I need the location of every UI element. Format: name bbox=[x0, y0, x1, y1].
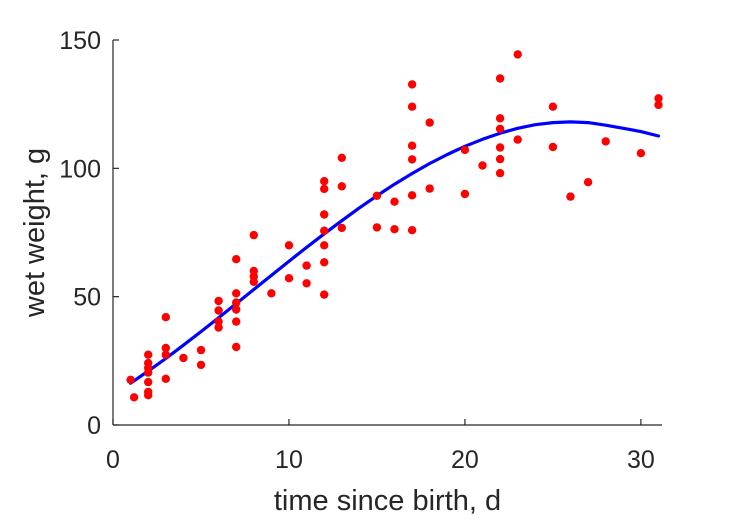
data-point bbox=[636, 149, 646, 158]
data-point bbox=[161, 313, 170, 322]
data-point bbox=[320, 184, 329, 194]
x-axis-title: time since birth, d bbox=[274, 485, 501, 517]
data-point bbox=[407, 226, 417, 235]
data-point bbox=[179, 353, 188, 363]
data-point bbox=[196, 345, 206, 355]
axes: 0 10 20 30 0 50 100 150 bbox=[59, 27, 662, 474]
x-tick-label: 30 bbox=[627, 446, 655, 474]
data-point bbox=[302, 261, 311, 270]
data-point bbox=[654, 100, 663, 110]
data-point bbox=[654, 94, 663, 103]
fit-curve bbox=[129, 120, 661, 385]
data-point bbox=[144, 391, 153, 400]
data-point bbox=[495, 154, 505, 164]
data-point bbox=[144, 377, 153, 387]
data-point bbox=[337, 223, 346, 233]
y-ticks: 0 50 100 150 bbox=[59, 27, 119, 440]
data-point bbox=[337, 153, 346, 162]
data-point bbox=[407, 141, 417, 150]
data-point bbox=[513, 135, 522, 144]
x-tick-label: 10 bbox=[275, 446, 303, 474]
data-point bbox=[232, 317, 241, 326]
y-tick-label: 50 bbox=[73, 284, 101, 312]
data-point bbox=[232, 255, 241, 264]
data-point bbox=[372, 223, 382, 232]
x-tick-label: 0 bbox=[106, 446, 120, 474]
y-axis-title: wet weight, g bbox=[19, 148, 51, 318]
data-point bbox=[249, 277, 258, 286]
data-point bbox=[196, 360, 206, 370]
data-point bbox=[337, 182, 346, 191]
data-point bbox=[390, 197, 399, 206]
data-point bbox=[320, 241, 329, 250]
data-point bbox=[390, 225, 399, 234]
data-point bbox=[548, 142, 558, 152]
data-point bbox=[407, 102, 417, 111]
data-point bbox=[161, 343, 170, 353]
data-point bbox=[407, 191, 417, 200]
data-point bbox=[214, 317, 223, 326]
data-point bbox=[566, 192, 575, 201]
data-point bbox=[601, 137, 610, 146]
data-point bbox=[460, 189, 470, 199]
fit-curve-layer bbox=[129, 120, 661, 385]
data-point bbox=[583, 178, 593, 187]
data-point bbox=[407, 80, 417, 89]
data-point bbox=[372, 191, 382, 200]
data-point bbox=[407, 155, 417, 164]
data-point bbox=[126, 375, 135, 384]
y-tick-label: 0 bbox=[87, 412, 101, 440]
data-point bbox=[320, 290, 329, 299]
data-point bbox=[513, 50, 522, 59]
data-point bbox=[320, 177, 329, 186]
data-point bbox=[249, 230, 258, 240]
data-point bbox=[495, 169, 505, 178]
x-ticks: 0 10 20 30 bbox=[106, 419, 655, 474]
data-point bbox=[425, 184, 434, 193]
data-point bbox=[495, 143, 505, 152]
data-point bbox=[267, 289, 276, 298]
data-point bbox=[214, 323, 223, 332]
data-point bbox=[425, 118, 434, 127]
data-point bbox=[214, 306, 223, 315]
data-point bbox=[232, 342, 241, 352]
data-point bbox=[161, 350, 170, 359]
data-point bbox=[320, 226, 329, 235]
data-point bbox=[284, 274, 294, 283]
data-point bbox=[161, 374, 170, 383]
data-point bbox=[495, 124, 505, 133]
y-tick-label: 150 bbox=[59, 27, 101, 55]
data-point bbox=[548, 102, 558, 111]
data-point bbox=[495, 74, 505, 83]
data-point bbox=[320, 210, 329, 219]
data-point bbox=[478, 161, 487, 170]
x-tick-label: 20 bbox=[451, 446, 479, 474]
data-point bbox=[129, 393, 139, 402]
data-points-layer bbox=[126, 50, 663, 402]
data-point bbox=[232, 289, 241, 298]
data-point bbox=[495, 114, 505, 123]
data-point bbox=[232, 305, 241, 314]
y-tick-label: 100 bbox=[59, 155, 101, 183]
plot-area bbox=[126, 50, 663, 402]
data-point bbox=[232, 298, 241, 307]
data-point bbox=[214, 296, 223, 306]
data-point bbox=[460, 145, 470, 155]
data-point bbox=[144, 350, 153, 359]
data-point bbox=[144, 368, 153, 377]
data-point bbox=[302, 279, 311, 288]
data-point bbox=[284, 241, 294, 250]
data-point bbox=[320, 258, 329, 267]
